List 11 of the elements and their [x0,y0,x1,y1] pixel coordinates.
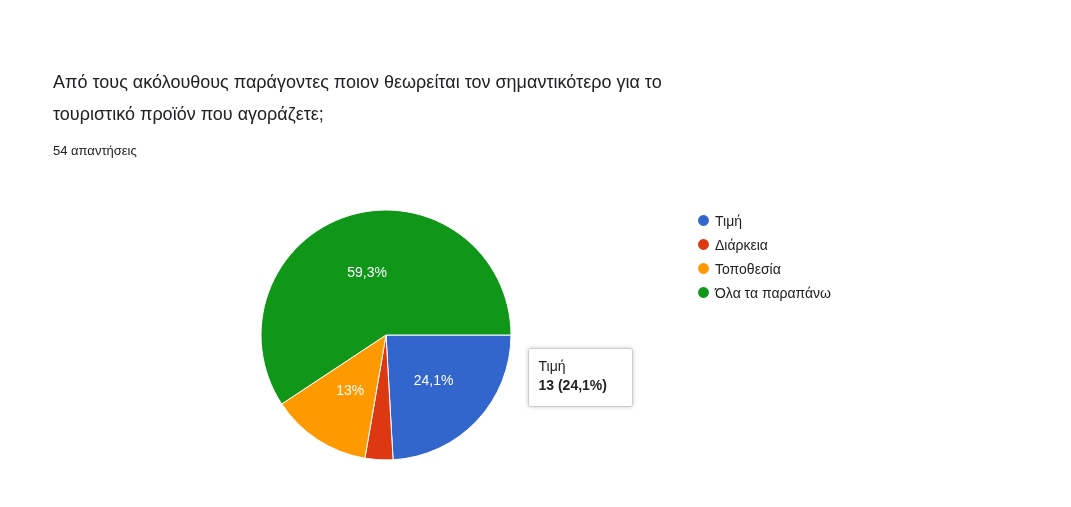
data-label: 24,1% [413,371,454,388]
text: 54 απαντήσεις [53,143,137,158]
data-label: 13% [336,381,365,398]
chart-title: Από τους ακόλουθους παράγοντες ποιον θεωρείται τον σημαντικότερο για το τουριστικό προϊόν που αγοράζετε; [53,72,662,124]
legend-label: Όλα τα παραπάνω [714,284,832,301]
legend-label: Διάρκεια [715,236,768,253]
legend-label: Τιμή [715,212,742,229]
text: 13 (24,1%) [538,376,607,393]
text: Τιμή [538,357,566,374]
data-label: 59,3% [347,264,387,281]
legend-label: Τοποθεσία [715,260,781,277]
